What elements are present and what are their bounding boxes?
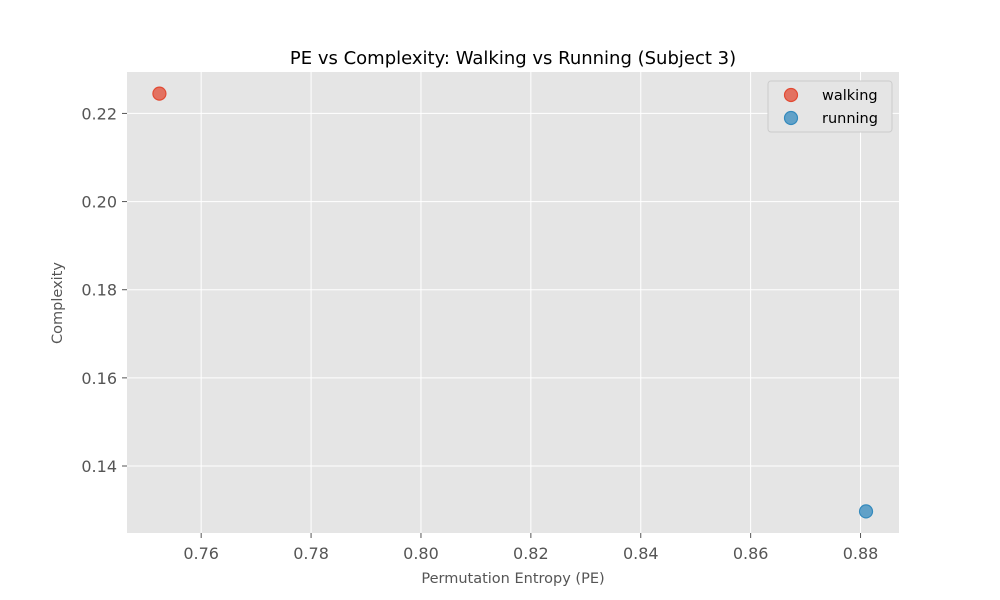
legend-box [767, 80, 893, 133]
legend: walking running [767, 80, 893, 133]
x-tick-label: 0.86 [733, 544, 769, 563]
x-tick-label: 0.82 [513, 544, 549, 563]
x-tick-label: 0.84 [623, 544, 659, 563]
y-axis-label: Complexity [50, 262, 66, 344]
legend-marker-walking [783, 87, 799, 103]
legend-label-walking: walking [822, 88, 878, 104]
legend-marker-running [783, 110, 799, 126]
data-point-walking [152, 86, 167, 101]
y-tick-label: 0.16 [81, 369, 117, 388]
x-axis-ticks: 0.76 0.78 0.80 0.82 0.84 0.86 0.88 [183, 533, 878, 563]
y-tick-label: 0.18 [81, 281, 117, 300]
y-axis-ticks: 0.14 0.16 0.18 0.20 0.22 [81, 104, 127, 476]
y-tick-label: 0.14 [81, 457, 117, 476]
grid-lines [127, 72, 899, 533]
legend-label-running: running [822, 111, 878, 127]
data-points [152, 86, 874, 519]
chart-title: PE vs Complexity: Walking vs Running (Su… [290, 48, 736, 69]
x-tick-label: 0.76 [183, 544, 219, 563]
x-tick-label: 0.78 [293, 544, 329, 563]
x-axis-label: Permutation Entropy (PE) [421, 571, 604, 587]
y-tick-label: 0.20 [81, 193, 117, 212]
x-tick-label: 0.80 [403, 544, 439, 563]
x-tick-label: 0.88 [843, 544, 879, 563]
y-tick-label: 0.22 [81, 104, 117, 123]
data-point-running [858, 504, 874, 519]
plot-area [127, 72, 899, 533]
